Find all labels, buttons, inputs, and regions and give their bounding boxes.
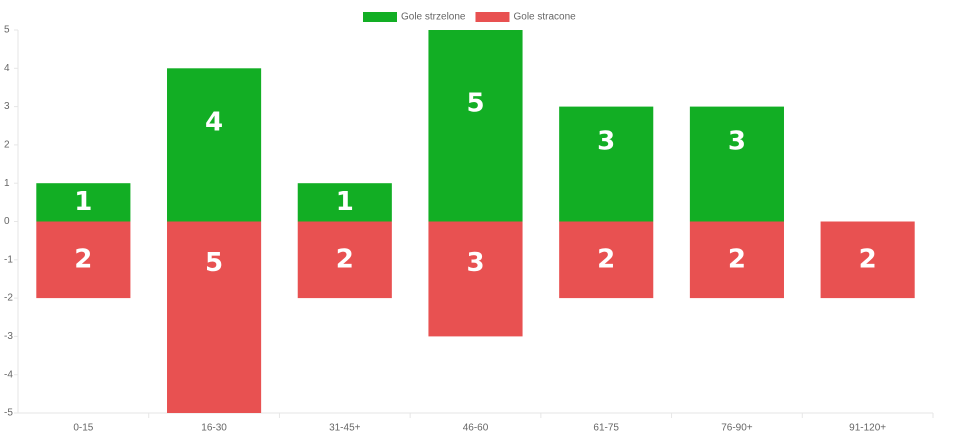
bar	[428, 30, 523, 222]
legend-label: Gole stracone	[513, 12, 576, 23]
bar	[559, 221, 654, 299]
data-label: 4	[205, 107, 223, 137]
x-tick-label: 0-15	[73, 423, 93, 434]
y-tick-label: -2	[4, 293, 13, 304]
bar	[689, 106, 784, 222]
y-tick-label: -5	[4, 408, 13, 419]
y-tick-label: 0	[4, 216, 10, 227]
x-tick-label: 16-30	[201, 423, 227, 434]
data-label: 1	[336, 187, 354, 217]
x-tick-label: 61-75	[593, 423, 619, 434]
bar	[36, 183, 131, 222]
data-label: 2	[859, 244, 877, 274]
data-label: 1	[74, 187, 92, 217]
bar	[167, 68, 262, 222]
bar	[559, 106, 654, 222]
data-label: 2	[597, 244, 615, 274]
bar	[297, 221, 392, 299]
bar	[820, 221, 915, 299]
data-label: 2	[74, 244, 92, 274]
bar	[167, 221, 262, 413]
data-label: 3	[597, 127, 615, 157]
data-label: 3	[466, 248, 484, 278]
x-tick-label: 46-60	[463, 423, 489, 434]
bar	[36, 221, 131, 299]
data-label: 2	[728, 244, 746, 274]
y-tick-label: 3	[4, 101, 10, 112]
y-tick-label: -4	[4, 369, 13, 380]
data-label: 2	[336, 244, 354, 274]
data-label: 5	[466, 88, 484, 118]
y-tick-label: 4	[4, 63, 10, 74]
data-label: 3	[728, 127, 746, 157]
bar	[297, 183, 392, 222]
data-label: 5	[205, 248, 223, 278]
y-tick-label: 5	[4, 25, 10, 36]
y-tick-label: 1	[4, 178, 10, 189]
x-tick-label: 31-45+	[329, 423, 361, 434]
x-tick-label: 91-120+	[849, 423, 886, 434]
y-tick-label: 2	[4, 140, 10, 151]
bar	[689, 221, 784, 299]
legend-label: Gole strzelone	[401, 12, 466, 23]
bar	[428, 221, 523, 337]
x-tick-label: 76-90+	[721, 423, 753, 434]
y-tick-label: -1	[4, 254, 13, 265]
legend-swatch	[475, 12, 510, 22]
legend-swatch	[363, 12, 397, 22]
y-tick-label: -3	[4, 331, 13, 342]
